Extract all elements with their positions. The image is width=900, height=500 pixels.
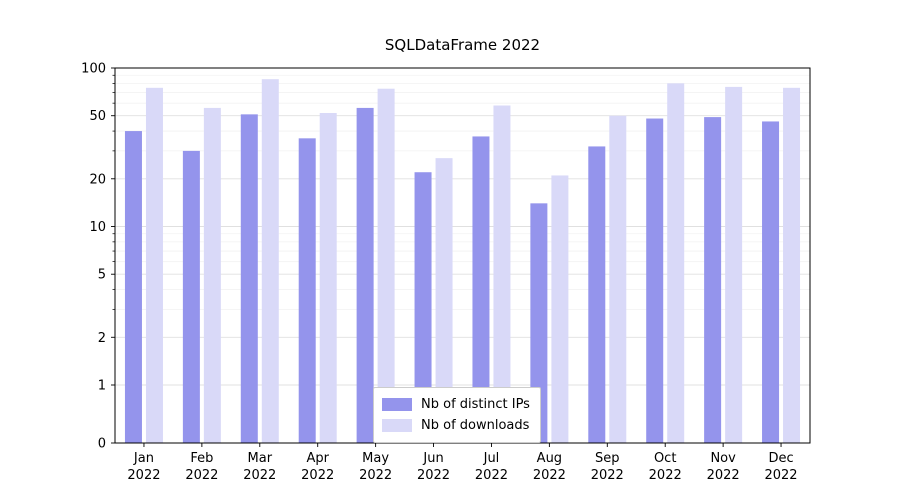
y-tick-label: 100 [81, 62, 106, 77]
bar [298, 138, 316, 443]
bar [240, 114, 258, 443]
x-tick-label: Aug 2022 [533, 451, 566, 483]
y-tick-label: 2 [98, 331, 106, 346]
legend-label-downloads: Nb of downloads [421, 418, 530, 433]
legend-item-distinct-ips: Nb of distinct IPs [382, 394, 530, 415]
bar [356, 107, 374, 443]
bar [646, 118, 664, 444]
bar [377, 88, 395, 443]
x-tick-label: Sep 2022 [591, 451, 624, 483]
x-tick-label: Jan 2022 [127, 451, 160, 483]
tick-labels: 0 1 2 5 10 20 50 100 Jan 2022 Feb 2022 Mar 2022 Apr 202… [81, 62, 797, 484]
legend-swatch-downloads [382, 419, 412, 432]
bar [530, 203, 548, 443]
bar [435, 158, 453, 443]
y-tick-label: 20 [89, 172, 106, 187]
bar [124, 131, 142, 443]
plot-frame [114, 67, 811, 444]
x-tick-label: Jul 2022 [475, 451, 508, 483]
bar-series-0 [124, 107, 780, 444]
x-tick-label: Apr 2022 [301, 451, 334, 483]
bar [145, 87, 163, 443]
legend-item-downloads: Nb of downloads [382, 415, 530, 436]
bar [493, 105, 511, 443]
x-tick-label: May 2022 [359, 451, 392, 483]
legend: Nb of distinct IPs Nb of downloads [373, 387, 541, 443]
bar [551, 175, 569, 444]
bar [261, 79, 279, 443]
bar [319, 113, 337, 443]
gridlines [115, 67, 810, 386]
y-tick-label: 50 [89, 109, 106, 124]
legend-swatch-distinct-ips [382, 398, 412, 411]
bar [667, 83, 685, 444]
bar [725, 86, 743, 443]
legend-label-distinct-ips: Nb of distinct IPs [421, 397, 530, 412]
bar [609, 115, 627, 443]
y-tick-label: 0 [98, 437, 106, 452]
bar [588, 146, 606, 444]
x-tick-label: Dec 2022 [764, 451, 797, 483]
bar [414, 172, 432, 443]
x-tick-label: Jun 2022 [417, 451, 450, 483]
bar-series-1 [145, 79, 801, 444]
bar [182, 150, 200, 443]
bar [762, 121, 780, 443]
x-tick-label: Nov 2022 [707, 451, 740, 483]
x-tick-label: Feb 2022 [185, 451, 218, 483]
bar [203, 107, 221, 443]
bar [704, 117, 722, 444]
x-tick-label: Mar 2022 [243, 451, 276, 483]
chart-title: SQLDataFrame 2022 [384, 36, 541, 54]
y-tick-label: 5 [98, 268, 106, 283]
bar [472, 136, 490, 443]
y-tick-label: 10 [89, 220, 106, 235]
bars [124, 79, 801, 444]
y-tick-label: 1 [98, 379, 106, 394]
x-tick-label: Oct 2022 [649, 451, 682, 483]
axes [111, 67, 811, 447]
bar [783, 87, 801, 443]
